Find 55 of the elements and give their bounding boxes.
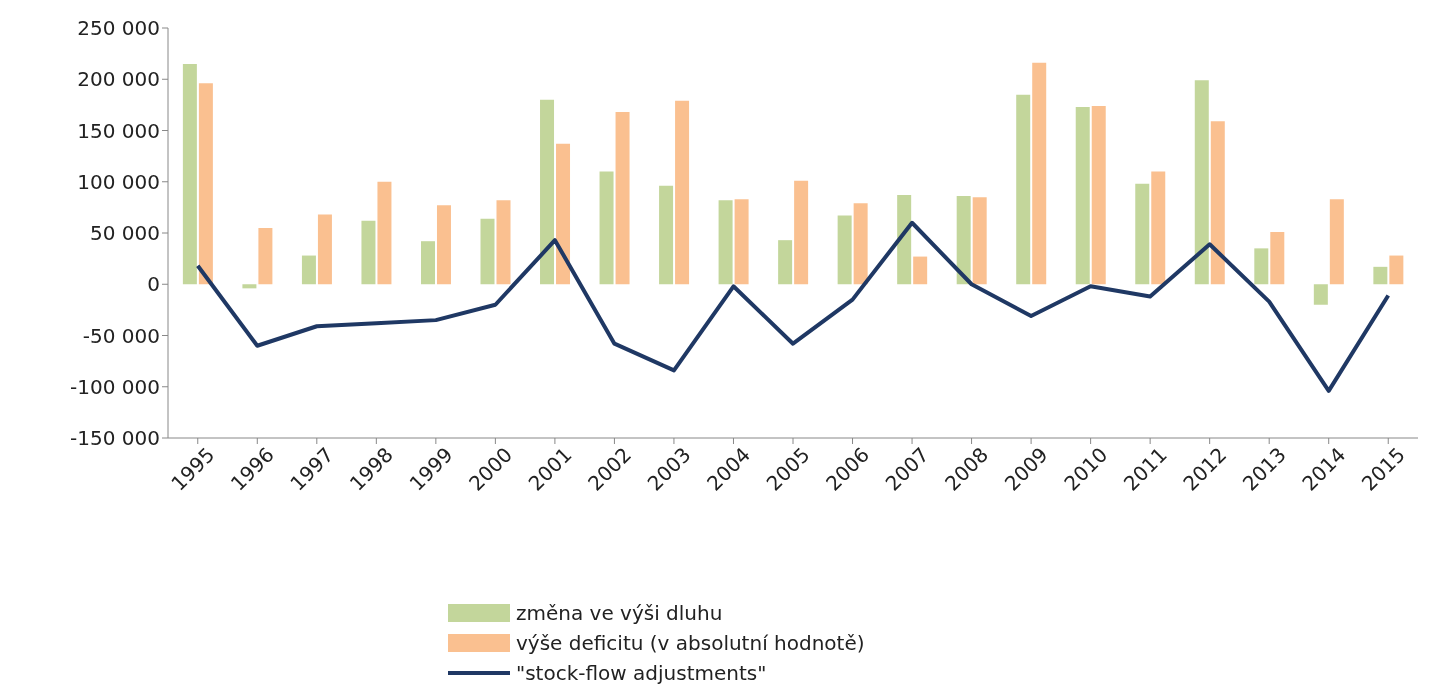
- bar: [675, 100, 690, 285]
- bar: [1075, 106, 1090, 285]
- bar: [734, 199, 749, 285]
- bar: [956, 196, 971, 285]
- bar: [182, 63, 197, 285]
- bar: [317, 214, 332, 285]
- bar: [480, 218, 495, 285]
- bar: [556, 143, 571, 285]
- bar: [377, 181, 392, 285]
- y-tick-label: 0: [147, 272, 160, 297]
- bar: [301, 255, 316, 285]
- bar: [1151, 171, 1166, 285]
- y-tick-label: 250 000: [77, 16, 160, 41]
- y-tick-label: 150 000: [77, 118, 160, 143]
- y-tick-label: -150 000: [70, 426, 160, 451]
- bar: [659, 185, 674, 285]
- bar: [1373, 266, 1388, 285]
- line-series: [195, 220, 1391, 393]
- y-tick-label: 200 000: [77, 67, 160, 92]
- bar: [1270, 231, 1285, 285]
- y-tick-label: 50 000: [90, 221, 160, 246]
- bar: [258, 227, 273, 285]
- legend-label: výše deficitu (v absolutní hodnotě): [516, 630, 865, 657]
- bar: [1254, 248, 1269, 285]
- bar: [837, 215, 852, 285]
- bar: [1032, 62, 1047, 285]
- bar: [1135, 183, 1150, 285]
- y-tick-label: 100 000: [77, 169, 160, 194]
- bar: [1329, 199, 1344, 285]
- y-tick-label: -50 000: [82, 323, 160, 348]
- bar: [853, 203, 868, 285]
- bar: [972, 197, 987, 285]
- legend-label: změna ve výši dluhu: [516, 600, 723, 627]
- bar: [913, 256, 928, 285]
- bar: [599, 171, 614, 285]
- bar: [496, 200, 511, 285]
- bar: [242, 284, 257, 289]
- y-tick-label: -100 000: [70, 374, 160, 399]
- bar: [540, 99, 555, 285]
- bar: [420, 241, 435, 285]
- bar: [1389, 255, 1404, 285]
- bar: [436, 205, 451, 285]
- bar: [778, 240, 793, 285]
- bar: [1210, 121, 1225, 285]
- bar: [615, 112, 630, 285]
- bar: [1194, 80, 1209, 285]
- bar: [718, 200, 733, 285]
- bar: [1313, 284, 1328, 305]
- bar: [794, 180, 809, 285]
- bar: [1091, 105, 1106, 285]
- bar: [361, 220, 376, 285]
- bar: [897, 195, 912, 285]
- bar: [198, 83, 213, 285]
- legend-label: "stock-flow adjustments": [516, 660, 767, 687]
- bar: [1016, 94, 1031, 285]
